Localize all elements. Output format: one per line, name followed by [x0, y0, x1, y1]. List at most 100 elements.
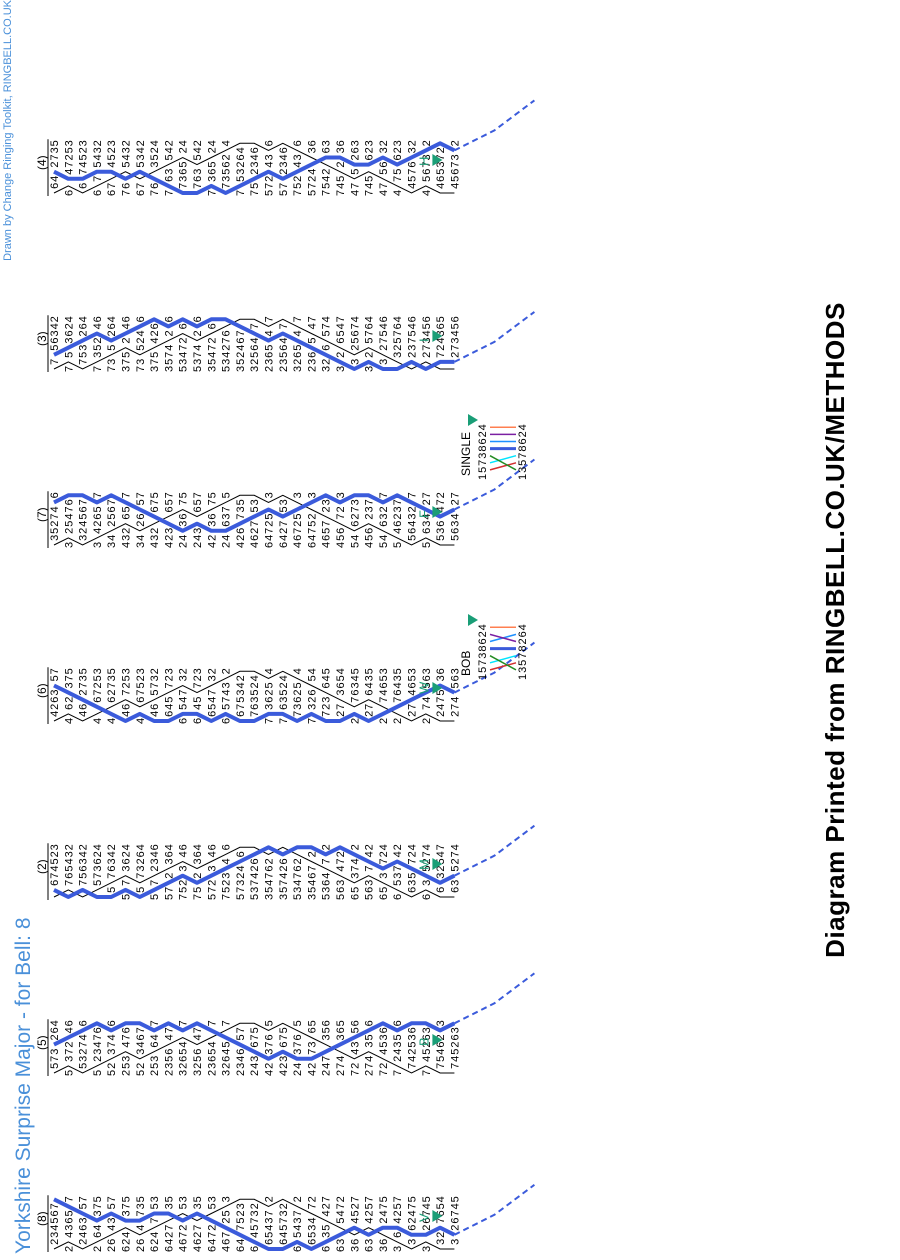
bell-number: 7 — [78, 169, 90, 175]
bell-number: 2 — [163, 330, 175, 336]
bell-number: 2 — [163, 1232, 175, 1238]
bell-number: 6 — [92, 858, 104, 864]
bell-number: 2 — [278, 366, 290, 372]
bell-number: 6 — [106, 506, 118, 512]
bell-number: 3 — [106, 140, 118, 146]
bell-number: 5 — [106, 1070, 118, 1076]
bell-number: 3 — [149, 1056, 161, 1062]
bell-number: 7 — [292, 190, 304, 196]
bell-number: 2 — [192, 330, 204, 336]
bell-number: 3 — [192, 169, 204, 175]
bell-number: 4 — [92, 154, 104, 160]
bell-number: 4 — [407, 1056, 419, 1062]
bell-number: 5 — [149, 1203, 161, 1209]
bell-number: 4 — [192, 704, 204, 710]
bell-number: 5 — [292, 345, 304, 351]
bell-number: 2 — [421, 1225, 433, 1231]
bell-number: 7 — [292, 711, 304, 717]
bell-number: 6 — [378, 1027, 390, 1033]
bell-number: 4 — [106, 161, 118, 167]
bell-number: 6 — [407, 1225, 419, 1231]
bell-number: 2 — [63, 528, 75, 534]
bell-number: 7 — [378, 697, 390, 703]
bell-number: 7 — [235, 330, 247, 336]
bell-number: 6 — [192, 718, 204, 724]
bell-number: 6 — [449, 316, 461, 322]
bell-number: 7 — [92, 689, 104, 695]
bell-number: 4 — [78, 1034, 90, 1040]
bell-number: 3 — [264, 154, 276, 160]
bell-number: 4 — [163, 345, 175, 351]
bell-number: 7 — [306, 183, 318, 189]
bell-number: 4 — [278, 535, 290, 541]
bell-number: 5 — [349, 542, 361, 548]
bell-number: 3 — [349, 359, 361, 365]
bell-number: 2 — [449, 858, 461, 864]
call-end-bell: 7 — [517, 653, 529, 659]
bell-number: 5 — [49, 345, 61, 351]
bell-number: 2 — [421, 1041, 433, 1047]
bell-number: 5 — [235, 1034, 247, 1040]
bell-number: 5 — [249, 1027, 261, 1033]
traced-bell-line — [53, 141, 456, 195]
bell-number: 6 — [63, 873, 75, 879]
bell-number: 4 — [192, 535, 204, 541]
bell-number: 3 — [178, 1196, 190, 1202]
bell-number: 7 — [292, 1210, 304, 1216]
bell-number: 2 — [306, 366, 318, 372]
bell-number: 3 — [106, 1049, 118, 1055]
bell-number: 4 — [435, 337, 447, 343]
bell-number: 3 — [449, 1027, 461, 1033]
bell-number: 4 — [264, 668, 276, 674]
bell-number: 7 — [349, 323, 361, 329]
bell-number: 5 — [206, 894, 218, 900]
bell-number: 3 — [421, 880, 433, 886]
bell-number: 4 — [78, 1232, 90, 1238]
lead-number: (7) — [35, 507, 49, 522]
bell-number: 5 — [206, 704, 218, 710]
bell-number: 6 — [206, 323, 218, 329]
bell-number: 5 — [78, 1063, 90, 1069]
bell-number: 5 — [63, 1070, 75, 1076]
bell-number: 2 — [306, 513, 318, 519]
call-end-bell: 2 — [517, 431, 529, 437]
bell-number: 7 — [63, 506, 75, 512]
bell-number: 3 — [421, 1246, 433, 1252]
bell-number: 7 — [264, 316, 276, 322]
bell-number: 6 — [49, 1027, 61, 1033]
bell-number: 5 — [135, 161, 147, 167]
bell-number: 6 — [178, 718, 190, 724]
bell-number: 3 — [221, 873, 233, 879]
bell-number: 4 — [278, 337, 290, 343]
bell-number: 7 — [306, 1049, 318, 1055]
bell-number: 4 — [78, 521, 90, 527]
bell-number: 7 — [335, 316, 347, 322]
bell-number: 3 — [135, 1049, 147, 1055]
bell-number: 3 — [192, 528, 204, 534]
bell-number: 3 — [235, 1063, 247, 1069]
bell-number: 5 — [163, 154, 175, 160]
bell-number: 7 — [264, 528, 276, 534]
bell-number: 7 — [292, 873, 304, 879]
bell-number: 7 — [335, 858, 347, 864]
bell-number: 3 — [292, 366, 304, 372]
call-bell-line — [489, 633, 517, 643]
bell-number: 5 — [278, 1225, 290, 1231]
bell-number: 5 — [63, 521, 75, 527]
bell-number: 6 — [321, 535, 333, 541]
bell-number: 3 — [178, 1070, 190, 1076]
bell-number: 7 — [278, 718, 290, 724]
bell-number: 7 — [421, 1210, 433, 1216]
bell-number: 2 — [178, 337, 190, 343]
bell-number: 4 — [249, 1232, 261, 1238]
call-start-bell: 2 — [477, 431, 489, 437]
bell-number: 2 — [278, 682, 290, 688]
bell-number: 3 — [192, 858, 204, 864]
bell-number: 7 — [435, 1063, 447, 1069]
bell-number: 2 — [221, 1063, 233, 1069]
bell-number: 5 — [364, 894, 376, 900]
bell-number: 6 — [435, 887, 447, 893]
bell-number: 3 — [278, 1056, 290, 1062]
bell-number: 5 — [221, 366, 233, 372]
call-start-bell: 8 — [477, 645, 489, 651]
